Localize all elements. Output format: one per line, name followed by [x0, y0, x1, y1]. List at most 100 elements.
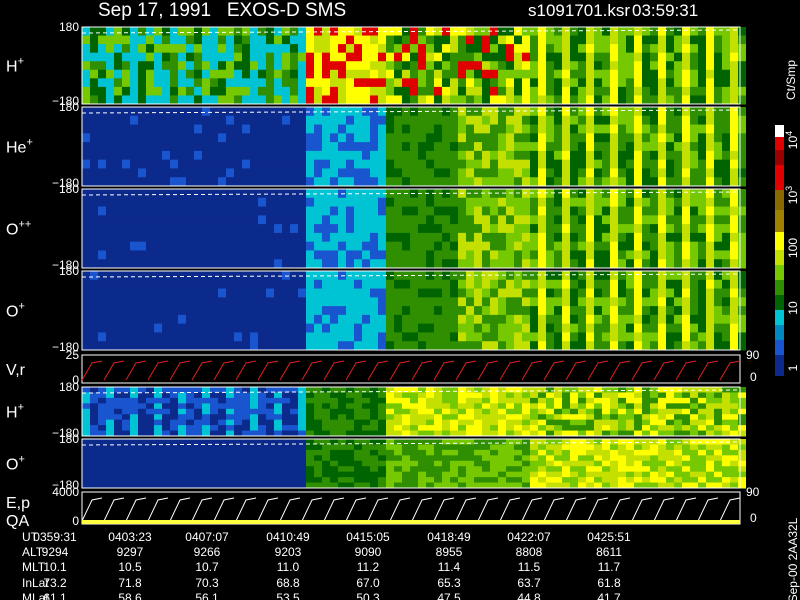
cell [354, 323, 362, 333]
cell [258, 430, 266, 437]
cell [218, 430, 226, 437]
cell [330, 279, 338, 290]
cell [154, 271, 162, 281]
cell [554, 306, 562, 316]
cell [346, 332, 354, 342]
cell [634, 250, 642, 260]
cell [650, 35, 658, 45]
cell [266, 168, 274, 178]
cell [106, 314, 114, 325]
cell [226, 449, 234, 456]
cell [730, 142, 738, 152]
cell [634, 392, 642, 399]
cell [162, 271, 170, 281]
cell [186, 133, 194, 143]
cell [650, 250, 658, 260]
cell [138, 482, 146, 489]
cell [314, 466, 322, 473]
cell [698, 86, 706, 96]
cell [554, 61, 562, 71]
cell [514, 471, 522, 478]
cell [530, 314, 538, 325]
cell [562, 403, 570, 410]
cell [618, 52, 626, 62]
cell [546, 159, 554, 169]
colorbar-swatch [775, 250, 784, 265]
cell [666, 471, 674, 478]
cell [530, 259, 538, 269]
cell [738, 387, 746, 393]
cell [274, 466, 282, 473]
cell [426, 61, 434, 71]
cell [634, 232, 642, 243]
cell [610, 449, 618, 456]
cell [610, 297, 618, 307]
cell [602, 142, 610, 152]
cell [322, 460, 330, 467]
cell [122, 279, 130, 290]
cell-value: 9294 [42, 545, 69, 559]
cell [426, 44, 434, 54]
cell [722, 177, 730, 187]
cell [546, 279, 554, 290]
cell [434, 408, 442, 415]
cell [434, 306, 442, 316]
cell [98, 206, 106, 216]
cell [642, 215, 650, 225]
cell [338, 133, 346, 143]
cell [450, 392, 458, 399]
cell [626, 133, 634, 143]
cell [114, 78, 122, 88]
cell [474, 206, 482, 216]
cell [738, 44, 746, 54]
cell [210, 455, 218, 462]
cell [426, 466, 434, 473]
cell [722, 332, 730, 342]
cell [554, 27, 562, 37]
cell [714, 288, 722, 298]
cell [426, 288, 434, 298]
cell [706, 150, 714, 161]
line-panels [81, 26, 741, 525]
cell [570, 471, 578, 478]
cell [674, 449, 682, 456]
cell [90, 271, 98, 281]
cell [282, 86, 290, 96]
cell [170, 392, 178, 399]
cell [154, 177, 162, 187]
cell [554, 86, 562, 96]
cell [578, 477, 586, 484]
cell [162, 259, 170, 269]
cell [90, 232, 98, 243]
cell [418, 197, 426, 208]
cell [586, 460, 594, 467]
cell [378, 439, 386, 445]
cell [210, 323, 218, 333]
cell [178, 69, 186, 79]
cell [442, 323, 450, 333]
cell [578, 206, 586, 216]
colorbar-swatch [775, 190, 784, 210]
cell [194, 168, 202, 178]
cell [482, 206, 490, 216]
cell [442, 250, 450, 260]
cell [130, 206, 138, 216]
cell [306, 215, 314, 225]
dashed-trace [81, 389, 741, 394]
cell [706, 78, 714, 88]
cell [674, 52, 682, 62]
cell [522, 297, 530, 307]
cell [602, 259, 610, 269]
cell [698, 419, 706, 426]
cell [642, 189, 650, 199]
cell [130, 224, 138, 234]
cell [162, 215, 170, 225]
cell [610, 425, 618, 432]
cell [106, 78, 114, 88]
cell [522, 460, 530, 467]
cell [138, 271, 146, 281]
cell [522, 142, 530, 152]
cell [538, 215, 546, 225]
cell [330, 133, 338, 143]
cell [418, 323, 426, 333]
